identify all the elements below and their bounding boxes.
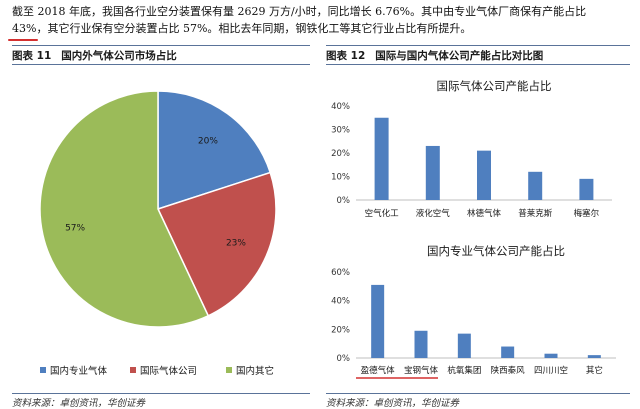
x-category-label: 空气化工	[365, 208, 400, 219]
intro-paragraph: 截至 2018 年底，我国各行业空分装置保有量 2629 万方/小时，同比增长 …	[12, 3, 632, 37]
y-tick-label: 60%	[331, 268, 350, 278]
red-underline-mark	[8, 39, 38, 41]
bar	[414, 330, 428, 358]
bar	[544, 353, 558, 358]
figure-11-label: 图表 11	[12, 49, 52, 62]
legend-label: 国际气体公司	[140, 365, 197, 377]
bar-chart-domestic: 国内专业气体公司产能占比 0% 20% 40% 60% 盈德气体 宝钢气体 杭氧集团 陕西秦风四…	[331, 244, 616, 379]
legend-swatch	[40, 367, 46, 373]
x-category-label: 液化空气	[416, 208, 451, 219]
bar	[425, 145, 440, 200]
pie-slice-label: 20%	[198, 136, 218, 146]
x-category-label: 宝钢气体	[404, 365, 439, 376]
y-tick-label: 20%	[331, 325, 350, 335]
legend-swatch	[226, 367, 232, 373]
bar	[371, 284, 385, 358]
paragraph-line-2: 43%，其它行业保有空分装置占比 57%。相比去年同期，钢铁化工等其它行业占比有…	[12, 22, 472, 35]
bar	[374, 117, 389, 200]
pie-slice	[156, 171, 277, 317]
bar-chart-international: 国际气体公司产能占比 0% 10% 20% 30% 40% 空气化工 液化空气 林德气体 普莱克斯…	[331, 79, 612, 219]
y-tick-label: 40%	[331, 297, 350, 307]
y-tick-label: 20%	[331, 149, 350, 159]
y-tick-label: 0%	[337, 354, 351, 364]
figure-11-source: 资料来源：卓创资讯，华创证券	[12, 393, 310, 409]
x-category-label: 杭氧集团	[447, 365, 481, 376]
figure-12-source: 资料来源：卓创资讯，华创证券	[326, 393, 630, 409]
paragraph-line-1: 截至 2018 年底，我国各行业空分装置保有量 2629 万方/小时，同比增长 …	[12, 5, 587, 18]
pie-slice	[39, 90, 210, 328]
pie-slice	[157, 90, 272, 211]
x-category-label: 盈德气体	[361, 365, 396, 376]
x-category-label: 其它	[586, 365, 603, 376]
bar	[457, 333, 471, 358]
x-category-label: 普莱克斯	[518, 208, 553, 219]
figure-12-header: 图表 12 国际与国内气体公司产能占比对比图	[326, 45, 630, 65]
bar	[579, 178, 594, 200]
pie-slice-label: 23%	[226, 239, 246, 249]
legend-swatch	[130, 367, 136, 373]
y-tick-label: 10%	[331, 173, 350, 183]
y-tick-label: 40%	[331, 102, 350, 112]
bar	[528, 171, 543, 200]
x-category-label: 梅塞尔	[574, 208, 600, 219]
bar-chart-title: 国内专业气体公司产能占比	[427, 244, 565, 258]
pie-chart: 20% 23% 57% 国内专业气体 国际气体公司 国内其它	[39, 90, 277, 377]
figure-11-title: 国内外气体公司市场占比	[61, 49, 177, 62]
legend-label: 国内专业气体	[50, 365, 108, 377]
pie-slice-label: 57%	[65, 224, 85, 234]
figure-12-label: 图表 12	[326, 49, 366, 62]
y-tick-label: 30%	[331, 126, 350, 136]
legend-label: 国内其它	[236, 365, 274, 377]
y-tick-label: 0%	[337, 196, 351, 206]
bar	[587, 355, 601, 358]
bar-chart-title: 国际气体公司产能占比	[437, 79, 552, 93]
figure-12-title: 国际与国内气体公司产能占比对比图	[375, 49, 544, 62]
x-category-label: 四川川空	[534, 365, 568, 376]
x-category-label: 林德气体	[467, 208, 502, 219]
figure-11-header: 图表 11 国内外气体公司市场占比	[12, 45, 310, 65]
bar	[501, 346, 515, 358]
x-category-label: 陕西秦风	[491, 365, 526, 376]
bar	[477, 150, 491, 200]
